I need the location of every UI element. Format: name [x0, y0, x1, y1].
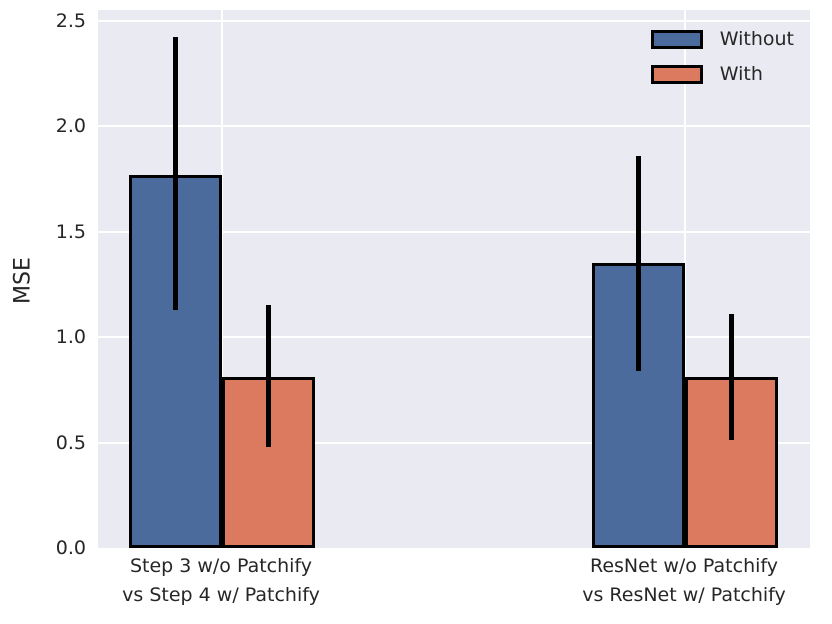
y-tick-label: 0.5 [55, 431, 86, 454]
error-bar-without-group1 [172, 37, 178, 310]
h-gridline [98, 125, 810, 128]
h-gridline [98, 230, 810, 233]
legend-label-with: With [719, 63, 763, 85]
y-tick-label: 1.5 [55, 220, 86, 243]
plot-area: Without With [98, 10, 810, 548]
error-bar-without-group2 [635, 155, 641, 371]
y-tick-label: 0.0 [55, 537, 86, 559]
h-gridline [98, 336, 810, 339]
y-tick-label: 2.0 [55, 115, 86, 138]
y-tick-label: 2.5 [55, 9, 86, 32]
h-gridline [98, 441, 810, 444]
legend: Without With [650, 27, 794, 86]
legend-swatch-without [650, 29, 703, 49]
legend-swatch-with [650, 64, 703, 84]
v-gridline [220, 10, 223, 548]
v-gridline [683, 10, 686, 548]
x-tick-label-group1: Step 3 w/o Patchify vs Step 4 w/ Patchif… [122, 555, 320, 606]
y-tick-label: 1.0 [55, 326, 86, 349]
h-gridline [98, 19, 810, 22]
legend-item-without: Without [650, 27, 794, 51]
legend-label-without: Without [719, 28, 794, 50]
error-bar-with-group1 [265, 305, 271, 447]
legend-item-with: With [650, 62, 794, 86]
error-bar-with-group2 [728, 313, 734, 441]
x-tick-label-group2: ResNet w/o Patchify vs ResNet w/ Patchif… [582, 555, 786, 606]
